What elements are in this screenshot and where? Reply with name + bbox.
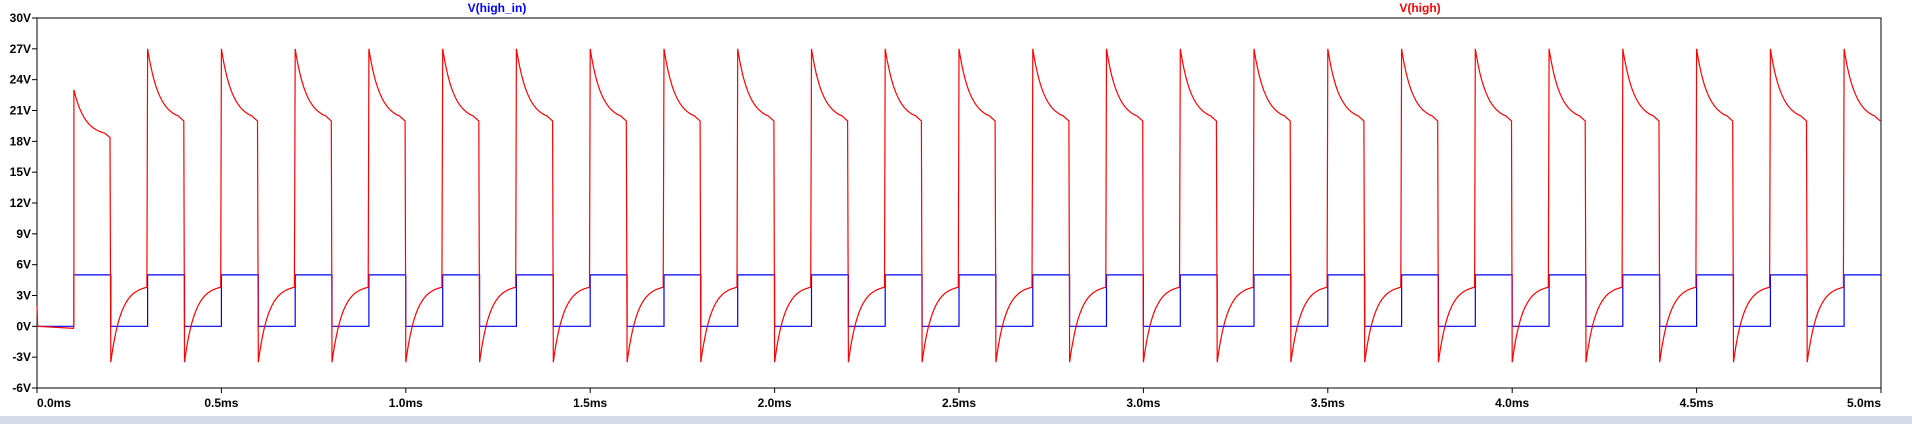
y-tick-label: 3V [16, 289, 31, 303]
y-tick-label: 30V [10, 11, 31, 25]
y-tick-label: -6V [12, 381, 31, 395]
legend-label-high-in: V(high_in) [468, 1, 527, 15]
y-tick-label: 15V [10, 165, 31, 179]
y-tick-label: 9V [16, 227, 31, 241]
x-tick-label: 1.5ms [573, 396, 607, 410]
x-tick-label: 3.5ms [1311, 396, 1345, 410]
trace-v-high[interactable] [36, 48, 1881, 363]
y-tick-label: 12V [10, 196, 31, 210]
x-tick-label: 1.0ms [389, 396, 423, 410]
trace-v-high-in[interactable] [37, 274, 1881, 327]
plot-frame [36, 17, 1882, 389]
y-tick-label: 0V [16, 319, 31, 333]
x-tick-label: 4.5ms [1680, 396, 1714, 410]
y-tick-label: 27V [10, 42, 31, 56]
y-tick-label: 18V [10, 134, 31, 148]
x-axis-ticks: 0.0ms 0.5ms 1.0ms 1.5ms 2.0ms 2.5ms 3.0ms 3.5ms… [36, 388, 1882, 410]
x-tick-label: 0.5ms [204, 396, 238, 410]
x-tick-label: 0.0ms [37, 396, 71, 410]
x-tick-label: 3.0ms [1126, 396, 1160, 410]
y-tick-label: 24V [10, 73, 31, 87]
y-tick-label: 21V [10, 104, 31, 118]
legend-label-high: V(high) [1399, 1, 1440, 15]
x-tick-label: 2.5ms [942, 396, 976, 410]
y-axis-ticks: 30V 27V 24V 21V 18V 15V 12V 9V 6V 3V 0V -3V -6V [10, 11, 37, 395]
x-tick-label: 5.0ms [1847, 396, 1881, 410]
x-tick-label: 2.0ms [758, 396, 792, 410]
y-tick-label: -3V [12, 350, 31, 364]
x-tick-label: 4.0ms [1495, 396, 1529, 410]
y-tick-label: 6V [16, 258, 31, 272]
